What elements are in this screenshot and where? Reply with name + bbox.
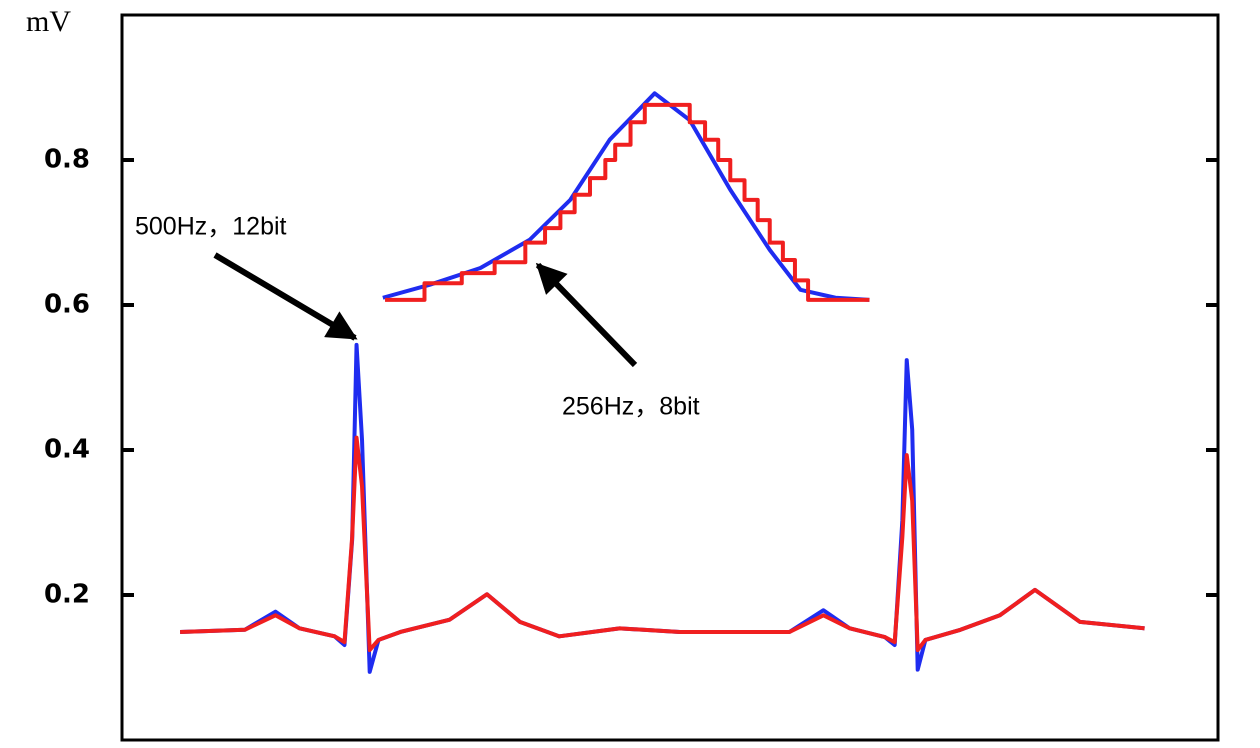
y-tick-label: 0.4: [44, 435, 90, 465]
y-tick-label: 0.6: [44, 290, 90, 320]
series-line: [382, 91, 870, 302]
arrow: [535, 262, 638, 368]
annotation: 500Hz，12bit: [135, 213, 287, 241]
arrow: [213, 252, 358, 341]
y-axis-label: mV: [26, 5, 71, 38]
y-tick-label: 0.2: [44, 580, 90, 610]
series-line: [180, 435, 1145, 653]
plot-frame: [120, 13, 1220, 742]
y-tick-label: 0.8: [44, 145, 90, 175]
annotation: 256Hz，8bit: [562, 393, 700, 421]
series-line: [385, 102, 870, 302]
